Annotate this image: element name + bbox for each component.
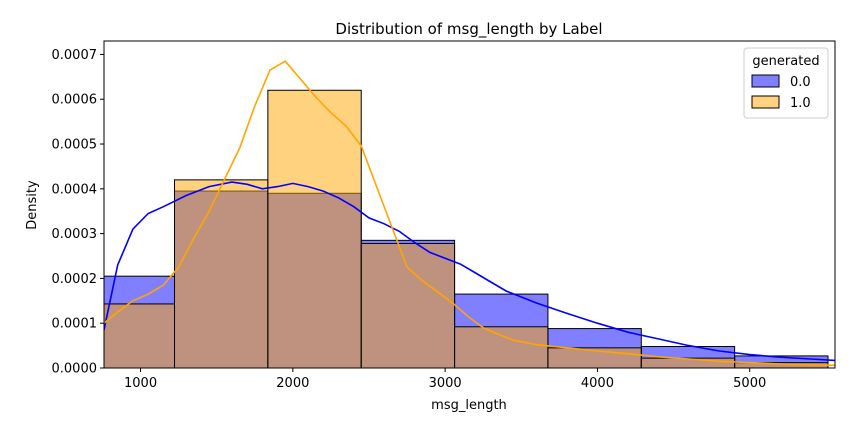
y-tick-label: 0.0001 bbox=[52, 317, 98, 332]
y-axis-label: Density bbox=[25, 180, 40, 230]
x-tick-label: 5000 bbox=[733, 376, 766, 391]
legend-swatch bbox=[751, 95, 780, 109]
x-tick-label: 2000 bbox=[276, 376, 309, 391]
y-tick-label: 0.0000 bbox=[52, 362, 98, 377]
bar-series-1-bin-1 bbox=[174, 179, 269, 368]
bars-layer bbox=[104, 89, 829, 368]
bar-series-1-bin-3 bbox=[360, 242, 456, 368]
x-axis: 1000 2000 3000 4000 5000 bbox=[124, 368, 766, 391]
x-tick-label: 4000 bbox=[581, 376, 614, 391]
x-tick-label: 1000 bbox=[124, 376, 157, 391]
y-tick-label: 0.0007 bbox=[52, 48, 98, 63]
kde-line-series-0 bbox=[104, 181, 835, 362]
legend-swatch bbox=[751, 74, 780, 88]
chart-title: Distribution of msg_length by Label bbox=[335, 20, 602, 39]
legend-entry-label: 1.0 bbox=[790, 96, 811, 111]
bar-series-1-bin-2 bbox=[267, 89, 362, 368]
x-axis-label: msg_length bbox=[431, 398, 507, 413]
bar-series-1-bin-4 bbox=[454, 326, 549, 368]
y-tick-label: 0.0005 bbox=[52, 138, 98, 153]
x-tick-label: 3000 bbox=[429, 376, 462, 391]
legend-entry-label: 0.0 bbox=[790, 75, 811, 90]
y-tick-label: 0.0002 bbox=[52, 272, 98, 287]
y-axis: 0.0000 0.0001 0.0002 0.0003 0.0004 0.0005 0.00… bbox=[52, 48, 104, 377]
y-tick-label: 0.0006 bbox=[52, 93, 98, 108]
plot-frame bbox=[103, 40, 836, 369]
legend-title: generated bbox=[752, 54, 819, 69]
y-tick-label: 0.0003 bbox=[52, 227, 98, 242]
y-tick-label: 0.0004 bbox=[52, 182, 98, 197]
legend: generated 0.0 1.0 bbox=[743, 47, 829, 119]
kde-line-series-1 bbox=[104, 60, 835, 367]
kde-layer bbox=[104, 60, 835, 367]
